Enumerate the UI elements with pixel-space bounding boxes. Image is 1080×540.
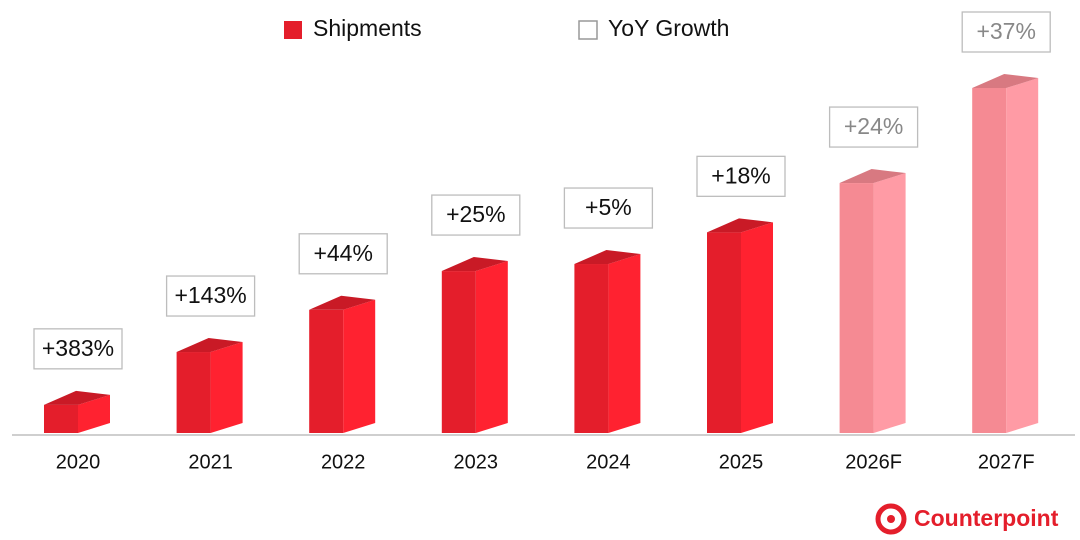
logo-text: Counterpoint <box>914 505 1059 531</box>
bar <box>707 232 741 433</box>
bar <box>574 264 609 433</box>
data-label: +25% <box>446 201 505 227</box>
bar <box>441 271 476 433</box>
x-tick-label: 2024 <box>586 451 631 473</box>
x-tick-label: 2027F <box>978 451 1035 473</box>
bar-side <box>1006 78 1039 433</box>
x-tick-label: 2025 <box>719 451 764 473</box>
data-label: +44% <box>313 240 372 266</box>
bar-side <box>741 222 773 433</box>
data-label: +24% <box>844 113 903 139</box>
bar <box>972 88 1007 433</box>
x-tick-label: 2022 <box>321 451 366 473</box>
bar-top <box>44 390 110 405</box>
bar <box>176 352 211 433</box>
logo-icon <box>887 515 895 523</box>
bar-side <box>78 394 110 433</box>
bar-top <box>441 257 508 272</box>
bar-side <box>210 342 243 433</box>
bar <box>309 309 344 433</box>
bar-side <box>873 173 906 433</box>
label-box <box>165 275 256 317</box>
label-box <box>696 155 786 197</box>
label-box <box>563 187 654 229</box>
x-tick-label: 2020 <box>56 451 101 473</box>
x-tick-label: 2026F <box>845 451 902 473</box>
data-label: +143% <box>174 282 246 308</box>
label-box <box>828 106 919 148</box>
bar-top <box>574 250 641 265</box>
data-label: +37% <box>976 18 1035 44</box>
legend-label: Shipments <box>313 15 422 41</box>
bar-side <box>343 299 376 433</box>
x-tick-label: 2023 <box>454 451 499 473</box>
bar-top <box>839 169 906 184</box>
logo-icon <box>875 503 907 535</box>
label-box <box>431 194 521 236</box>
label-box <box>33 328 123 370</box>
bar-side <box>608 254 641 433</box>
bar-top <box>309 295 376 310</box>
data-label: +383% <box>42 335 114 361</box>
legend-label: YoY Growth <box>608 15 729 41</box>
label-box <box>961 11 1051 53</box>
bar <box>44 404 78 433</box>
x-tick-label: 2021 <box>188 451 233 473</box>
legend-swatch <box>578 20 598 40</box>
bar-top <box>176 338 243 353</box>
bar-top <box>707 218 773 233</box>
bar <box>839 183 874 433</box>
bar-top <box>972 74 1039 88</box>
data-label: +18% <box>711 162 770 188</box>
legend-swatch <box>284 21 302 39</box>
data-label: +5% <box>585 194 632 220</box>
label-box <box>298 233 388 275</box>
bar-side <box>475 261 508 433</box>
